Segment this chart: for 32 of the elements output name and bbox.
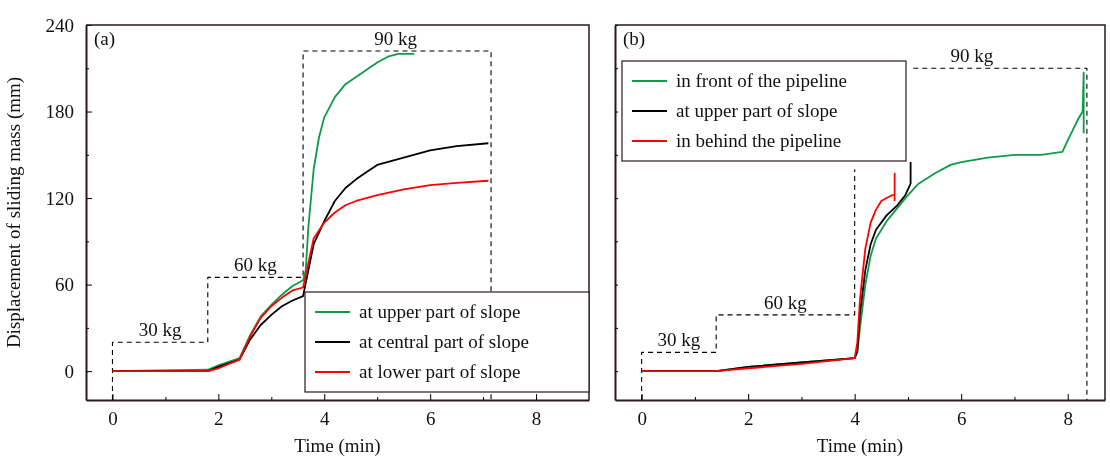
annotation: 60 kg	[764, 291, 808, 313]
y-tick-label: 120	[45, 187, 74, 209]
x-tick-label: 6	[956, 408, 967, 430]
legend-label: at upper part of slope	[676, 100, 838, 121]
x-tick-label: 0	[108, 408, 118, 430]
y-tick-label: 60	[55, 274, 74, 296]
x-axis-title: Time (min)	[294, 435, 381, 457]
x-tick-label: 2	[743, 408, 754, 430]
legend-label: in front of the pipeline	[676, 70, 847, 91]
annotation: 90 kg	[950, 45, 994, 67]
annotation: 60 kg	[234, 254, 278, 276]
legend-label: in behind the pipeline	[676, 130, 842, 151]
x-tick-label: 2	[214, 408, 224, 430]
annotation: 90 kg	[374, 27, 418, 49]
x-tick-label: 4	[850, 408, 861, 430]
x-tick-label: 4	[320, 408, 331, 430]
legend-label: at lower part of slope	[359, 361, 521, 382]
x-tick-label: 8	[1063, 408, 1073, 430]
y-axis-title: Displacement of sliding mass (mm)	[3, 76, 25, 349]
x-axis-title: Time (min)	[816, 435, 904, 457]
legend-label: at upper part of slope	[359, 301, 521, 322]
y-tick-label: 180	[45, 101, 74, 123]
chart-title: (b)	[623, 28, 646, 50]
annotation: 30 kg	[138, 319, 182, 341]
x-tick-label: 0	[637, 408, 647, 430]
x-tick-label: 8	[531, 408, 542, 430]
y-tick-label: 0	[64, 360, 74, 382]
legend-label: at central part of slope	[359, 331, 529, 352]
chart-title: (a)	[94, 28, 116, 50]
annotation: 30 kg	[657, 329, 701, 351]
x-tick-label: 6	[425, 408, 436, 430]
y-tick-label: 240	[45, 14, 74, 36]
